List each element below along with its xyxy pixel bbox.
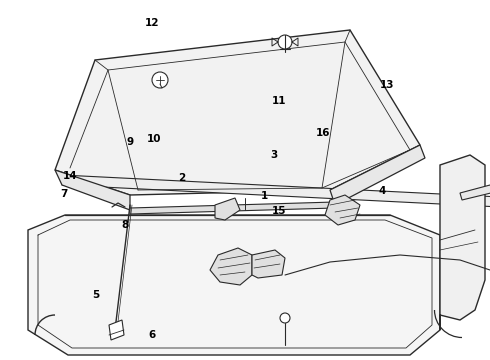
Text: 9: 9 [126,137,133,147]
Polygon shape [130,202,335,214]
Text: 10: 10 [147,134,162,144]
Polygon shape [460,185,490,200]
Text: 5: 5 [92,290,99,300]
Text: 13: 13 [380,80,394,90]
Circle shape [278,35,292,49]
Polygon shape [62,175,490,210]
Text: 4: 4 [378,186,386,196]
Polygon shape [252,250,285,278]
Text: 11: 11 [272,96,287,106]
Text: 8: 8 [122,220,128,230]
Text: 16: 16 [316,128,331,138]
Text: 6: 6 [148,330,155,340]
Text: 3: 3 [271,150,278,160]
Polygon shape [55,170,130,210]
Circle shape [280,313,290,323]
Text: 15: 15 [272,206,287,216]
Polygon shape [55,30,420,195]
Polygon shape [109,320,124,340]
Text: 2: 2 [178,173,185,183]
Circle shape [152,72,168,88]
Polygon shape [330,145,425,205]
Text: 7: 7 [60,189,68,199]
Polygon shape [210,248,252,285]
Text: 14: 14 [63,171,77,181]
Text: 12: 12 [145,18,159,28]
Text: 1: 1 [261,191,268,201]
Polygon shape [215,198,240,220]
Polygon shape [325,195,360,225]
Polygon shape [440,155,485,330]
Polygon shape [28,215,440,355]
